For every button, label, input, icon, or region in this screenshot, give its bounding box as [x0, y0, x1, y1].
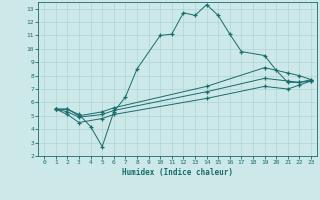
X-axis label: Humidex (Indice chaleur): Humidex (Indice chaleur) — [122, 168, 233, 177]
